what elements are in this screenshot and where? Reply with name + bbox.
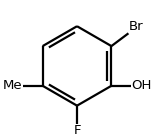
Text: Br: Br [128,20,143,33]
Text: Me: Me [3,79,23,92]
Text: F: F [73,124,81,137]
Text: OH: OH [131,79,152,92]
